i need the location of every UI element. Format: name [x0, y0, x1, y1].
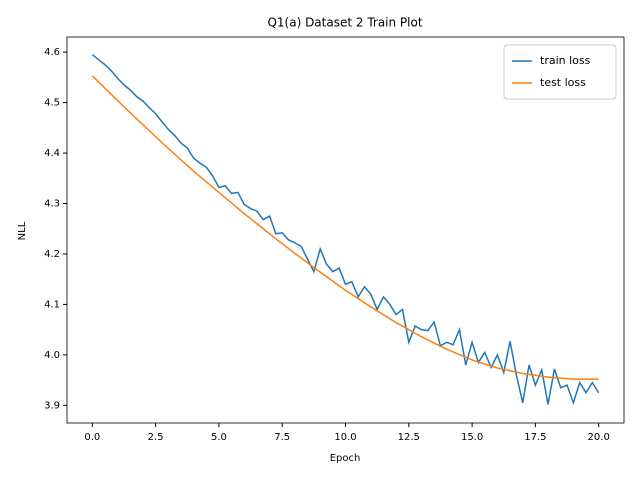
x-tick-label: 5.0: [211, 432, 227, 443]
line: [91, 75, 599, 380]
x-axis-label: Epoch: [330, 453, 361, 464]
y-tick-label: 4.1: [44, 299, 60, 310]
x-tick-label: 2.5: [148, 432, 164, 443]
y-tick-label: 4.0: [44, 350, 60, 361]
x-tick-label: 17.5: [524, 432, 546, 443]
y-tick-label: 4.5: [44, 98, 60, 109]
x-tick-label: 15.0: [461, 432, 483, 443]
y-tick-label: 4.2: [44, 249, 60, 260]
y-tick-label: 4.4: [44, 148, 60, 159]
plot-frame: [66, 36, 625, 424]
y-tick-label: 4.6: [44, 47, 60, 58]
x-tick-label: 10.0: [334, 432, 356, 443]
y-tick-label: 3.9: [44, 400, 60, 411]
y-axis-label: NLL: [17, 221, 28, 240]
legend-label: train loss: [540, 54, 591, 67]
x-tick-label: 12.5: [398, 432, 420, 443]
legend-box: [503, 44, 617, 100]
x-tick-label: 0.0: [84, 432, 100, 443]
y-tick-label: 4.3: [44, 199, 60, 210]
legend-label: test loss: [540, 76, 586, 89]
line: [91, 54, 600, 406]
x-tick-label: 20.0: [588, 432, 610, 443]
x-tick-label: 7.5: [274, 432, 290, 443]
chart-title: Q1(a) Dataset 2 Train Plot: [267, 16, 422, 30]
